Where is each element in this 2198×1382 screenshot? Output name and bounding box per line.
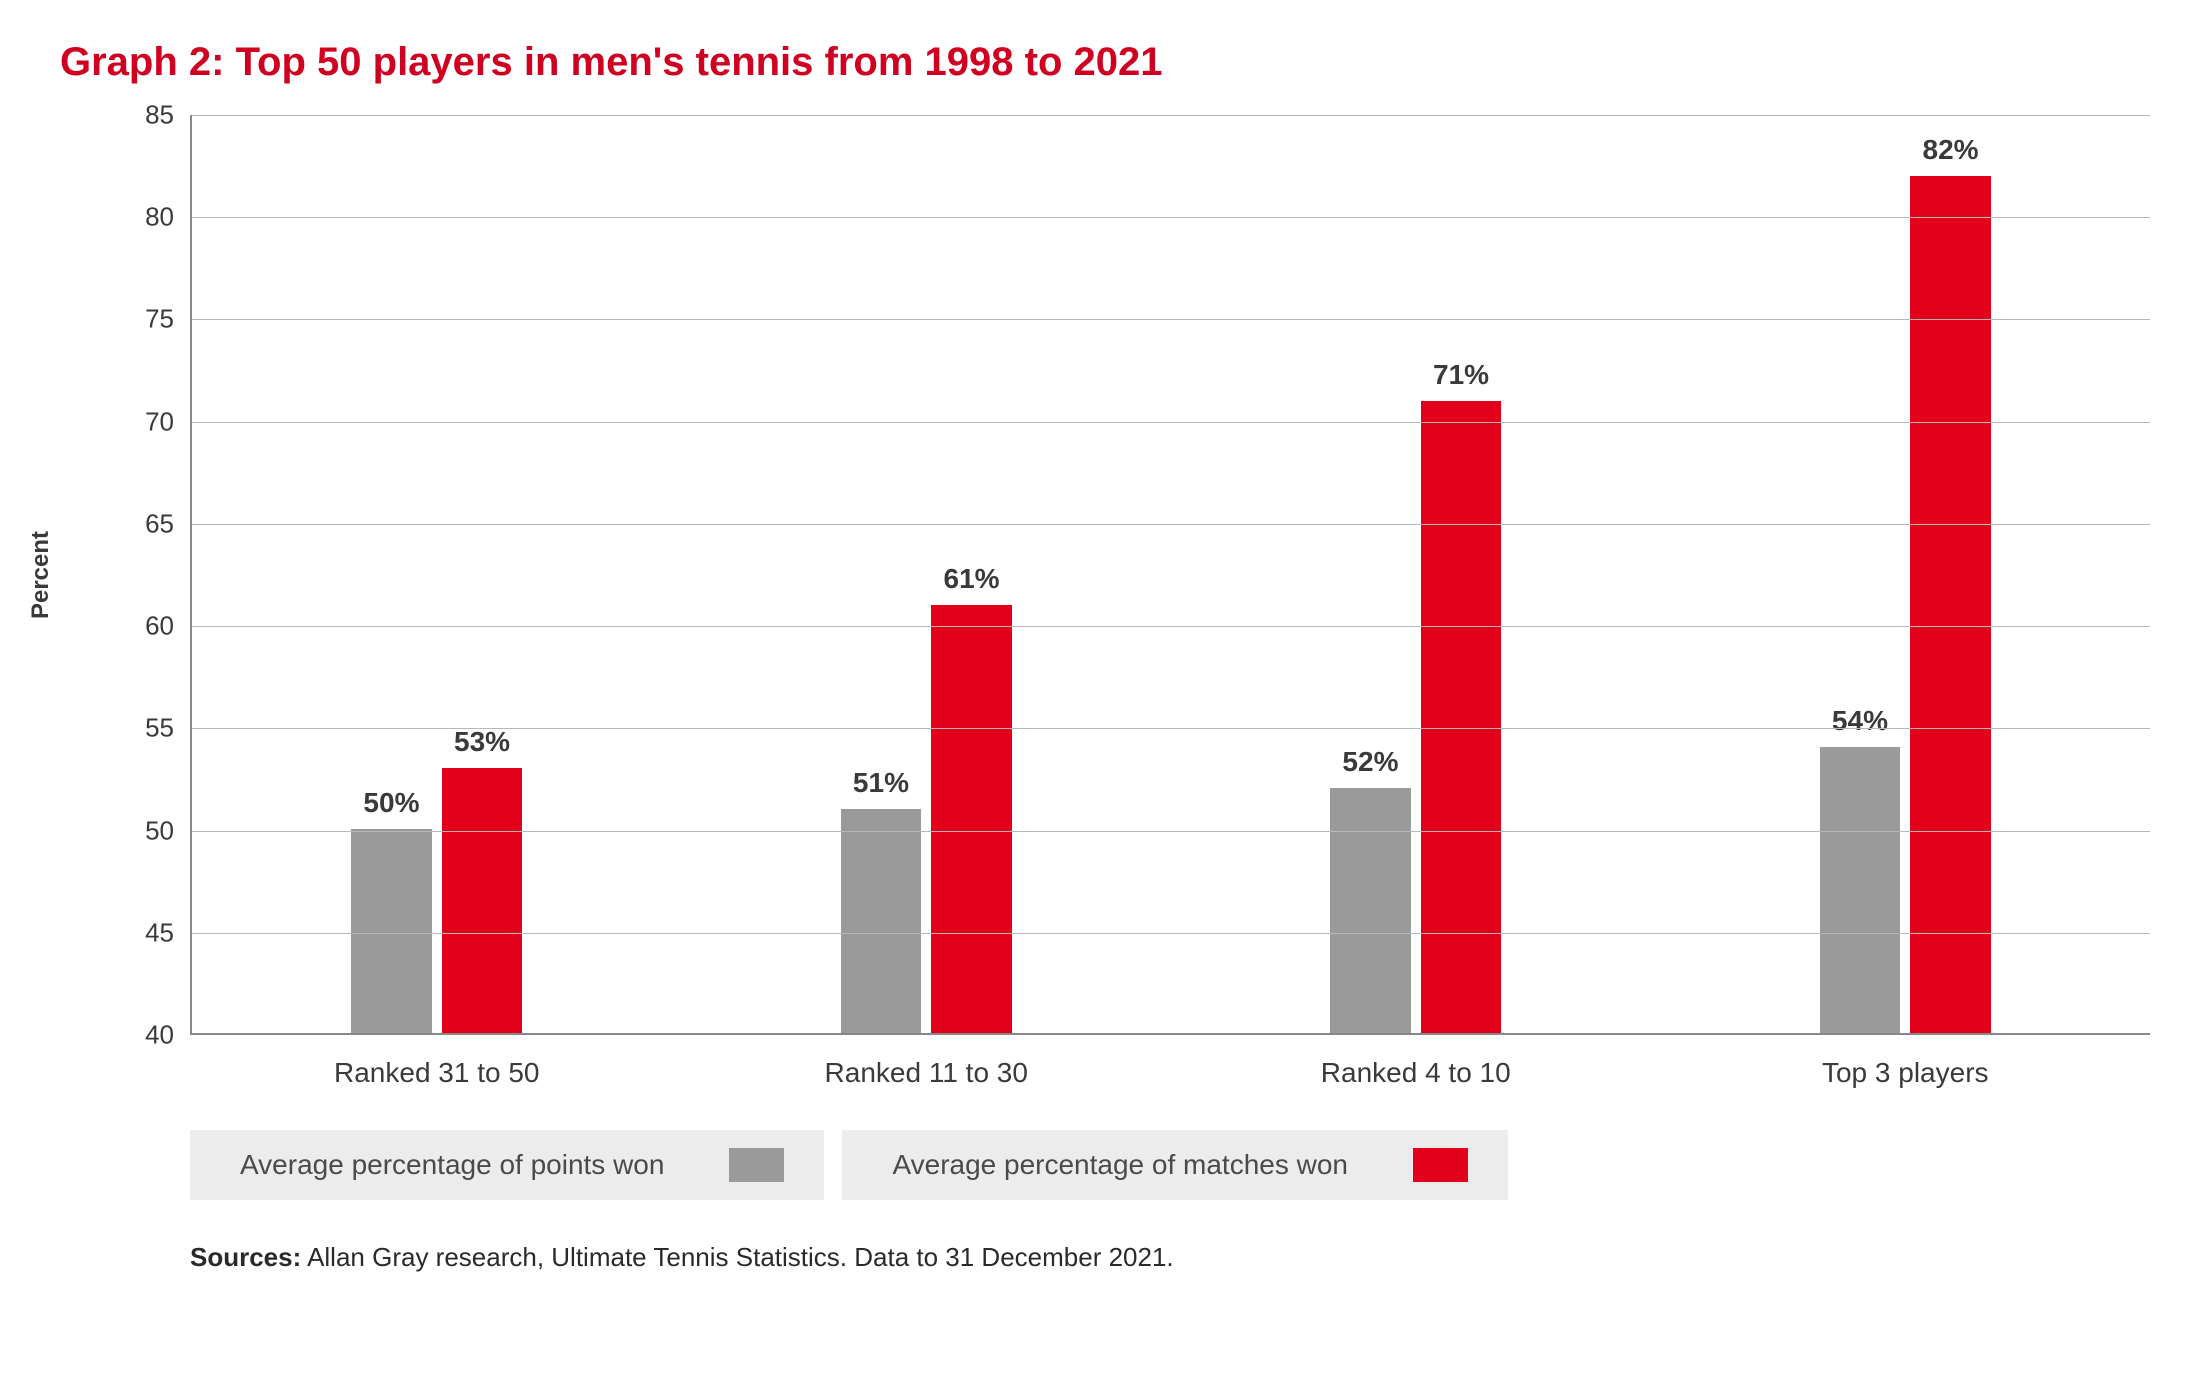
gridline bbox=[192, 626, 2150, 627]
ytick-label: 50 bbox=[145, 815, 192, 846]
bar-value-label: 52% bbox=[1342, 746, 1398, 778]
bar: 51% bbox=[841, 809, 922, 1033]
ytick-label: 65 bbox=[145, 508, 192, 539]
bar-value-label: 53% bbox=[454, 726, 510, 758]
y-axis-label: Percent bbox=[27, 531, 55, 619]
sources-label: Sources: bbox=[190, 1242, 301, 1272]
sources-line: Sources: Allan Gray research, Ultimate T… bbox=[190, 1242, 2148, 1273]
bar: 52% bbox=[1330, 788, 1411, 1033]
gridline bbox=[192, 728, 2150, 729]
xtick-label: Ranked 31 to 50 bbox=[334, 1033, 540, 1089]
bar-group: 51%61%Ranked 11 to 30 bbox=[682, 115, 1172, 1033]
gridline bbox=[192, 831, 2150, 832]
chart-title: Graph 2: Top 50 players in men's tennis … bbox=[60, 40, 2148, 85]
sources-text: Allan Gray research, Ultimate Tennis Sta… bbox=[307, 1242, 1174, 1272]
bar-value-label: 50% bbox=[363, 787, 419, 819]
xtick-label: Ranked 11 to 30 bbox=[825, 1033, 1028, 1089]
bar: 50% bbox=[351, 829, 432, 1033]
gridline bbox=[192, 319, 2150, 320]
bar-group: 54%82%Top 3 players bbox=[1661, 115, 2151, 1033]
ytick-label: 85 bbox=[145, 100, 192, 131]
legend-item: Average percentage of matches won bbox=[842, 1130, 1508, 1200]
xtick-label: Ranked 4 to 10 bbox=[1321, 1033, 1511, 1089]
bar: 71% bbox=[1421, 401, 1502, 1033]
gridline bbox=[192, 524, 2150, 525]
legend-label: Average percentage of points won bbox=[240, 1149, 664, 1181]
ytick-label: 40 bbox=[145, 1020, 192, 1051]
bar-value-label: 82% bbox=[1922, 134, 1978, 166]
ytick-label: 55 bbox=[145, 713, 192, 744]
gridline bbox=[192, 217, 2150, 218]
legend-swatch bbox=[729, 1148, 784, 1182]
bar: 53% bbox=[442, 768, 523, 1033]
bar-group: 50%53%Ranked 31 to 50 bbox=[192, 115, 682, 1033]
ytick-label: 75 bbox=[145, 304, 192, 335]
gridline bbox=[192, 933, 2150, 934]
bar-value-label: 71% bbox=[1433, 359, 1489, 391]
legend-label: Average percentage of matches won bbox=[892, 1149, 1348, 1181]
bar-value-label: 54% bbox=[1832, 705, 1888, 737]
legend-swatch bbox=[1413, 1148, 1468, 1182]
gridline bbox=[192, 115, 2150, 116]
bar-value-label: 51% bbox=[853, 767, 909, 799]
bar-group: 52%71%Ranked 4 to 10 bbox=[1171, 115, 1661, 1033]
xtick-label: Top 3 players bbox=[1822, 1033, 1989, 1089]
ytick-label: 45 bbox=[145, 917, 192, 948]
ytick-label: 80 bbox=[145, 202, 192, 233]
ytick-label: 70 bbox=[145, 406, 192, 437]
bar: 61% bbox=[931, 605, 1012, 1033]
ytick-label: 60 bbox=[145, 611, 192, 642]
legend-item: Average percentage of points won bbox=[190, 1130, 824, 1200]
bar: 54% bbox=[1820, 747, 1901, 1033]
bar-groups: 50%53%Ranked 31 to 5051%61%Ranked 11 to … bbox=[192, 115, 2150, 1033]
legend: Average percentage of points won Average … bbox=[190, 1130, 2148, 1200]
chart-container: Percent 50%53%Ranked 31 to 5051%61%Ranke… bbox=[120, 115, 2148, 1035]
bar: 82% bbox=[1910, 176, 1991, 1033]
gridline bbox=[192, 422, 2150, 423]
plot-area: 50%53%Ranked 31 to 5051%61%Ranked 11 to … bbox=[190, 115, 2150, 1035]
bar-value-label: 61% bbox=[943, 563, 999, 595]
